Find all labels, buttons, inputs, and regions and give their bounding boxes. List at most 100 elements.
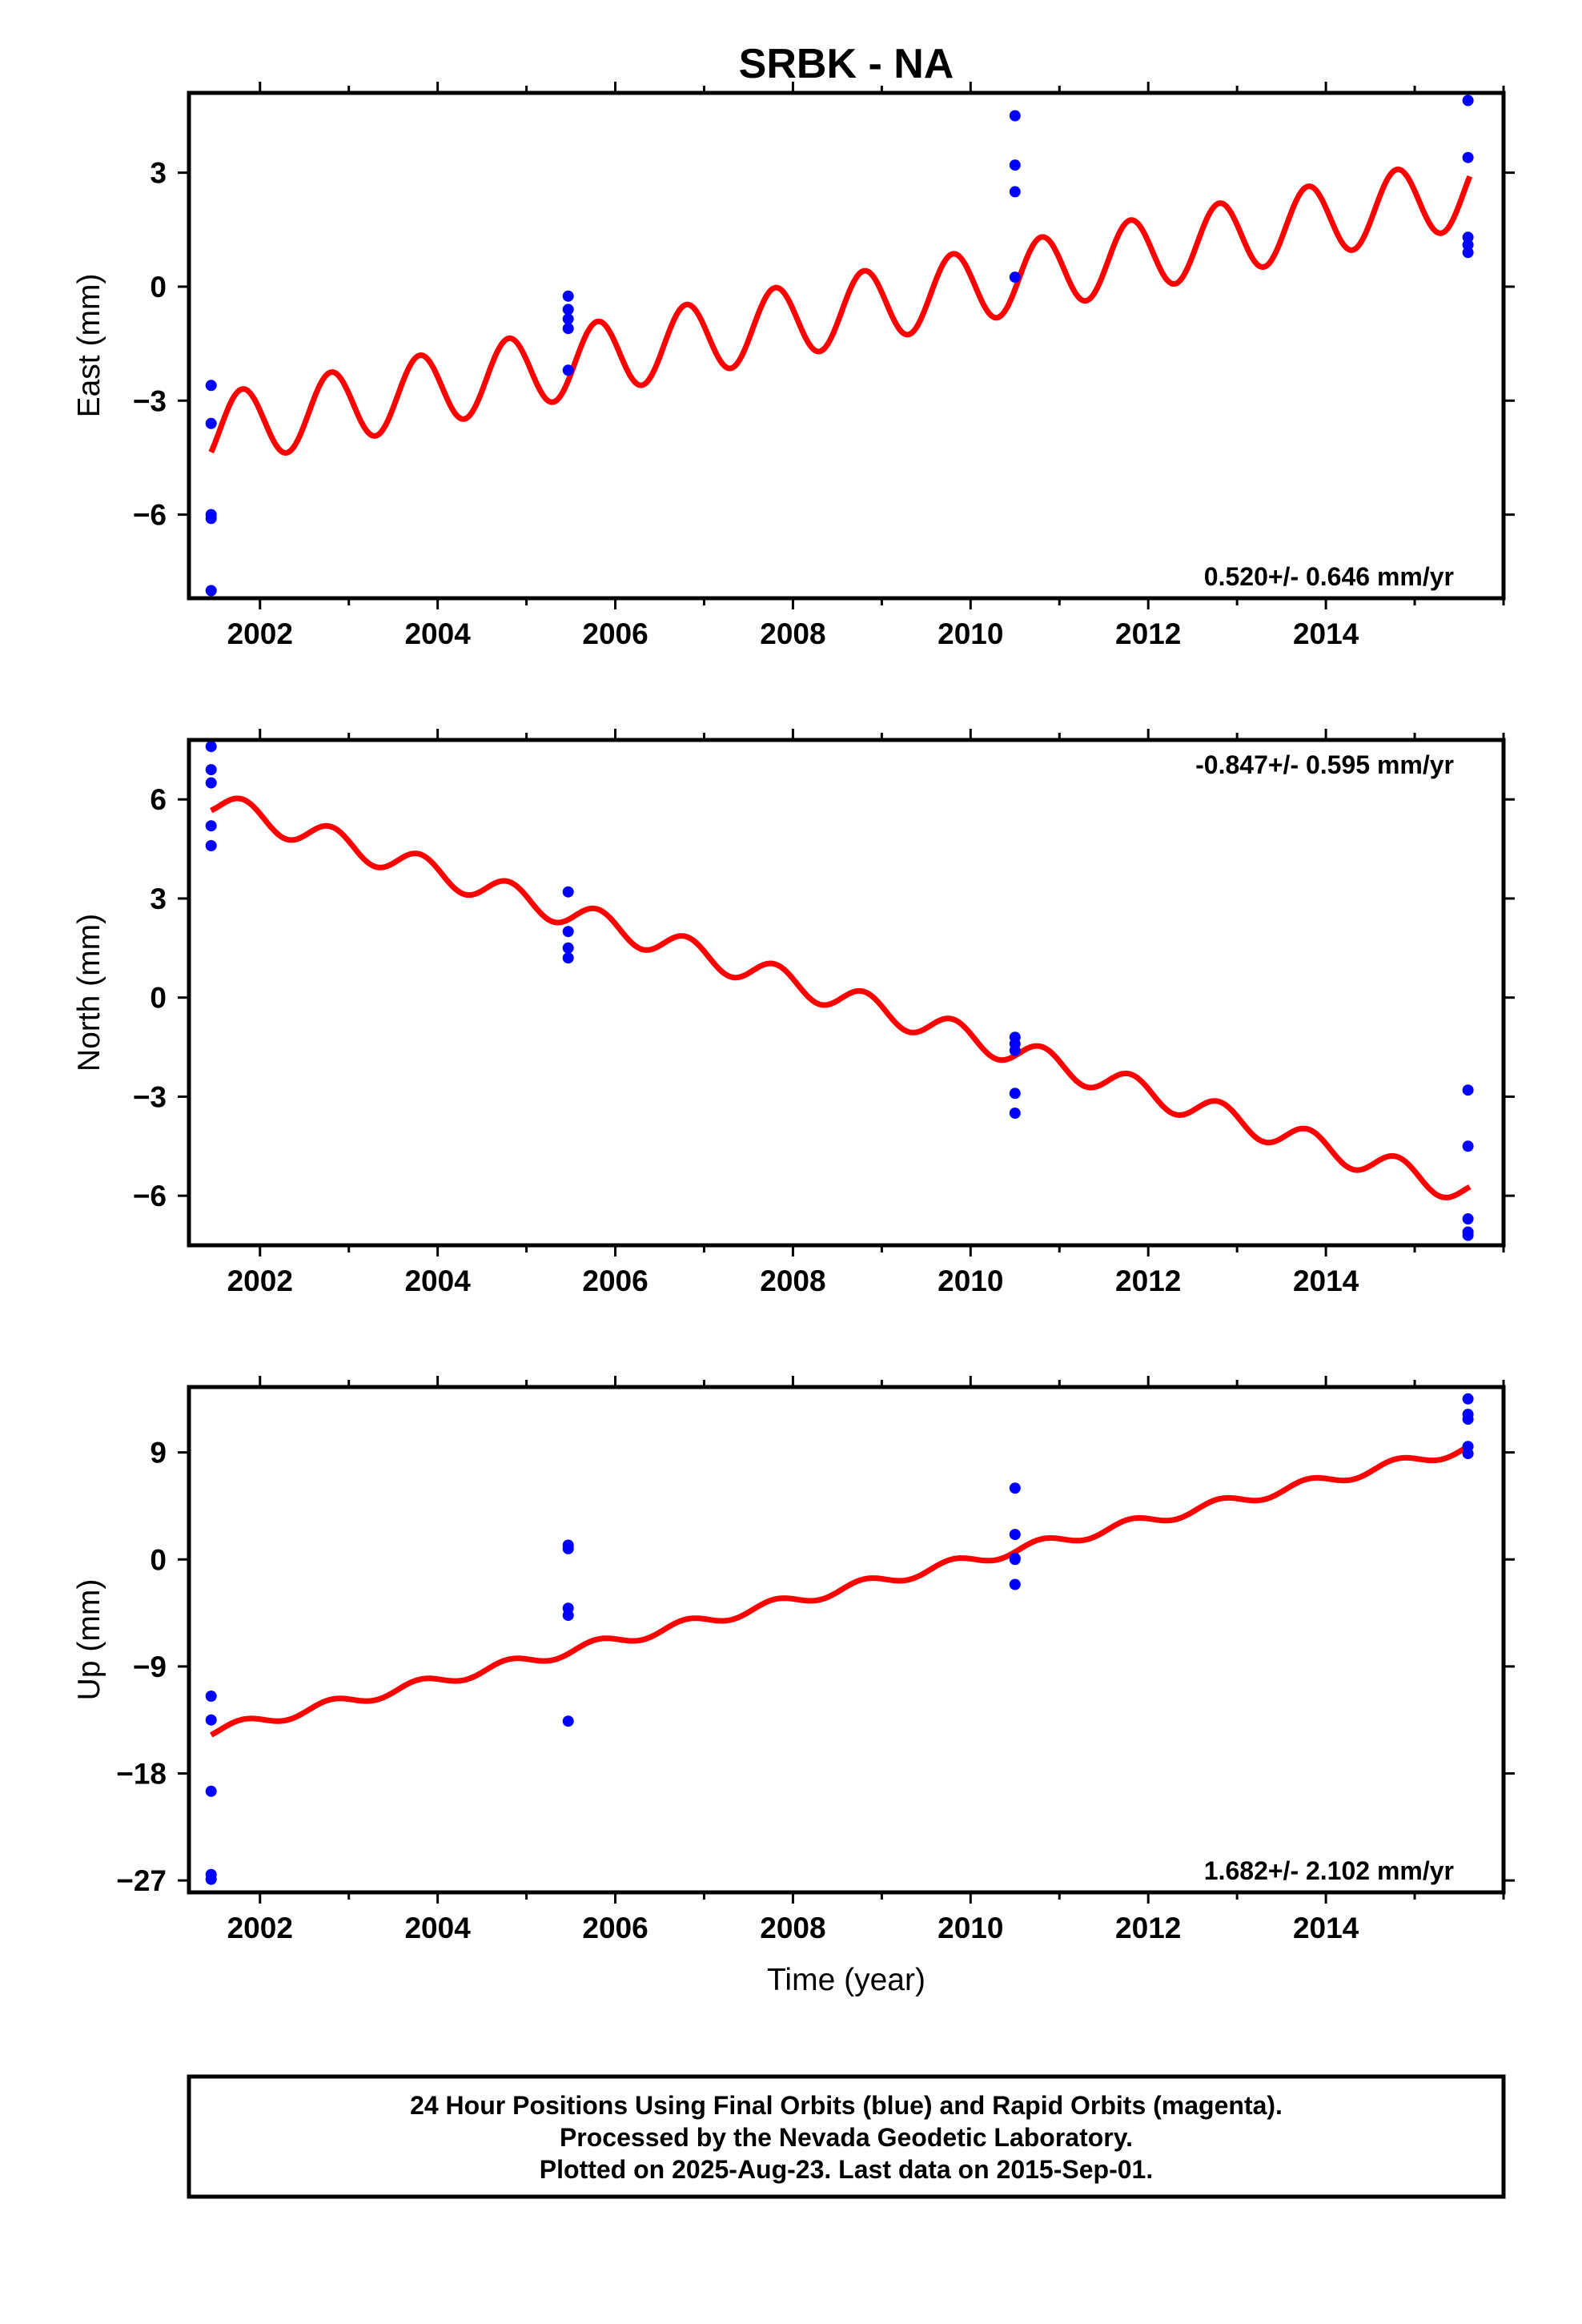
east-data-point: [562, 290, 574, 302]
east-x-tick-label: 2004: [404, 617, 471, 650]
east-data-point: [205, 417, 217, 429]
east-panel: 2002 2004 2006 2008 2010 2012 2014 −6 −3 0 3 East (…: [72, 82, 1515, 650]
up-data-point: [562, 1542, 574, 1554]
up-y-tick-label: −18: [116, 1758, 167, 1791]
up-x-tick-label: 2008: [760, 1912, 825, 1944]
east-data-point: [205, 513, 217, 525]
north-y-tick-label: 6: [150, 783, 167, 816]
east-data-point: [205, 380, 217, 392]
north-data-point: [1462, 1140, 1474, 1152]
up-data-point: [205, 1691, 217, 1702]
east-y-tick-label: 0: [150, 271, 167, 304]
north-y-tick-label: −6: [133, 1180, 167, 1212]
north-y-tick-label: 0: [150, 982, 167, 1015]
north-data-point: [205, 820, 217, 832]
north-y-axis-label: North (mm): [72, 914, 106, 1072]
east-x-tick-label: 2006: [582, 617, 648, 650]
up-frame: [187, 1385, 1506, 1895]
north-x-tick-label: 2012: [1115, 1265, 1181, 1297]
up-data-point: [562, 1610, 574, 1622]
up-x-tick-label: 2006: [582, 1912, 648, 1944]
footer-line-3: Plotted on 2025-Aug-23. Last data on 201…: [540, 2155, 1153, 2184]
footer-box: 24 Hour Positions Using Final Orbits (bl…: [187, 2074, 1506, 2199]
north-data-point: [1462, 1229, 1474, 1241]
up-y-tick-label: 9: [150, 1437, 167, 1470]
north-x-tick-label: 2014: [1293, 1265, 1359, 1297]
north-data-point: [1462, 1084, 1474, 1096]
footer-line-1: 24 Hour Positions Using Final Orbits (bl…: [410, 2091, 1283, 2120]
north-data-point: [562, 926, 574, 938]
east-data-point: [1462, 151, 1474, 163]
east-data-point: [1462, 247, 1474, 259]
up-plot-area: [205, 1393, 1474, 1885]
north-x-tick-label: 2008: [760, 1265, 825, 1297]
east-x-tick-label: 2014: [1293, 617, 1359, 650]
north-x-tick-label: 2010: [938, 1265, 1003, 1297]
up-x-tick-label: 2014: [1293, 1912, 1359, 1944]
east-x-tick-label: 2010: [938, 617, 1003, 650]
east-data-point: [1009, 159, 1021, 171]
footer-line-2: Processed by the Nevada Geodetic Laborat…: [560, 2123, 1133, 2152]
north-data-point: [562, 886, 574, 898]
up-x-tick-label: 2012: [1115, 1912, 1181, 1944]
east-x-tick-label: 2012: [1115, 617, 1181, 650]
north-frame: [187, 738, 1506, 1248]
north-data-point: [205, 741, 217, 753]
up-x-tick-label: 2004: [404, 1912, 471, 1944]
north-data-point: [562, 952, 574, 964]
up-data-point: [562, 1715, 574, 1727]
east-x-tick-label: 2008: [760, 617, 825, 650]
up-data-point: [1462, 1413, 1474, 1425]
up-rate-label: 1.682+/- 2.102 mm/yr: [1204, 1856, 1454, 1885]
up-data-point: [1462, 1393, 1474, 1405]
up-y-tick-label: −9: [133, 1651, 167, 1683]
east-y-tick-label: 3: [150, 157, 167, 190]
north-x-tick-label: 2004: [404, 1265, 471, 1297]
up-y-tick-label: −27: [116, 1864, 167, 1897]
up-model-line: [210, 1442, 1472, 1738]
panels: 2002 2004 2006 2008 2010 2012 2014 −6 −3 0 3 East (…: [72, 82, 1515, 1944]
up-panel: 2002 2004 2006 2008 2010 2012 2014 −27 −18 −9 0 9 Up…: [72, 1376, 1515, 1944]
up-data-point: [1009, 1554, 1021, 1566]
footer-frame: [187, 2074, 1506, 2199]
east-x-tick-label: 2002: [227, 617, 293, 650]
figure-title: SRBK - NA: [739, 41, 954, 87]
north-data-point: [562, 942, 574, 954]
north-model-line: [210, 795, 1472, 1200]
up-data-point: [205, 1873, 217, 1885]
north-rate-label: -0.847+/- 0.595 mm/yr: [1195, 750, 1454, 779]
east-data-point: [562, 323, 574, 335]
east-y-tick-label: −6: [133, 499, 167, 532]
north-panel: 2002 2004 2006 2008 2010 2012 2014 −6 −3 0 3 6 North…: [72, 729, 1515, 1297]
up-data-point: [1462, 1448, 1474, 1460]
up-x-tick-label: 2002: [227, 1912, 293, 1944]
east-data-point: [562, 313, 574, 325]
north-data-point: [1009, 1108, 1021, 1119]
up-y-axis-label: Up (mm): [72, 1579, 106, 1701]
east-data-point: [1009, 186, 1021, 198]
east-data-point: [562, 364, 574, 376]
up-y-tick-label: 0: [150, 1543, 167, 1576]
up-data-point: [1009, 1578, 1021, 1590]
north-plot-area: [205, 741, 1474, 1241]
east-frame: [187, 90, 1506, 601]
x-axis-label: Time (year): [767, 1963, 926, 1997]
north-data-point: [1462, 1213, 1474, 1224]
north-data-point: [205, 840, 217, 851]
east-data-point: [1009, 110, 1021, 122]
east-plot-area: [205, 94, 1474, 597]
east-data-point: [1009, 271, 1021, 283]
east-model-line: [208, 167, 1473, 456]
north-data-point: [205, 764, 217, 776]
north-data-point: [1009, 1088, 1021, 1100]
north-x-tick-label: 2006: [582, 1265, 648, 1297]
east-data-point: [562, 304, 574, 316]
north-data-point: [205, 777, 217, 789]
up-data-point: [205, 1714, 217, 1726]
east-y-tick-label: −3: [133, 384, 167, 417]
up-data-point: [205, 1785, 217, 1797]
east-rate-label: 0.520+/- 0.646 mm/yr: [1204, 562, 1454, 591]
up-x-tick-label: 2010: [938, 1912, 1003, 1944]
north-data-point: [1009, 1044, 1021, 1056]
